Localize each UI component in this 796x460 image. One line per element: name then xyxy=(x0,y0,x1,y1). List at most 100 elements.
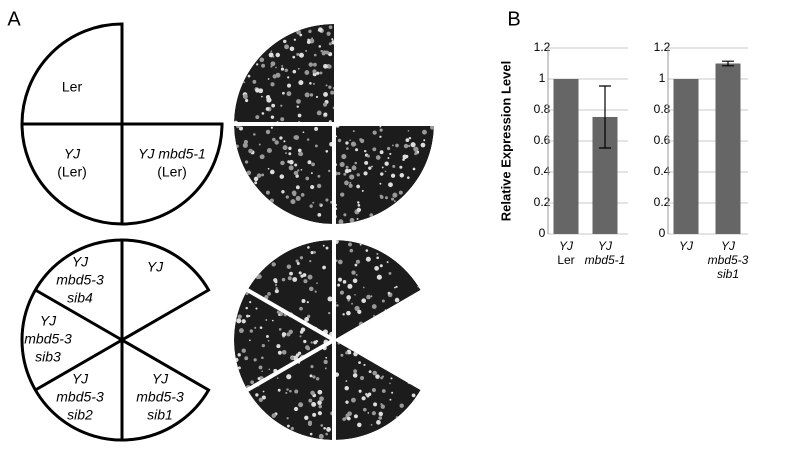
colony xyxy=(401,115,404,119)
colony xyxy=(412,368,416,372)
colony xyxy=(407,130,410,132)
colony xyxy=(378,54,383,58)
colony xyxy=(253,133,256,136)
colony xyxy=(246,170,252,176)
colony xyxy=(408,136,412,140)
colony xyxy=(380,195,384,199)
colony xyxy=(410,142,416,148)
colony xyxy=(289,389,292,393)
colony xyxy=(322,244,325,247)
colony xyxy=(404,362,409,367)
colony xyxy=(403,143,409,149)
colony xyxy=(368,370,372,374)
colony xyxy=(418,87,424,93)
colony xyxy=(360,376,365,381)
error-whisker xyxy=(599,85,611,149)
colony xyxy=(259,154,265,160)
colony xyxy=(374,265,379,271)
colony xyxy=(344,24,349,29)
colony xyxy=(270,65,273,68)
colony xyxy=(244,356,249,361)
colony xyxy=(261,173,265,177)
colony xyxy=(327,296,333,302)
colony xyxy=(307,274,313,280)
x-tick-label: YJ xyxy=(598,239,613,253)
colony xyxy=(299,306,303,311)
colony xyxy=(425,333,427,335)
colony xyxy=(309,286,314,292)
bar xyxy=(715,63,741,234)
colony xyxy=(310,251,314,255)
colony xyxy=(324,367,327,370)
panel-label: A xyxy=(7,8,21,30)
colony xyxy=(353,331,358,336)
colony xyxy=(313,53,317,57)
colony xyxy=(292,277,298,282)
colony xyxy=(388,182,393,188)
colony xyxy=(394,69,400,74)
colony xyxy=(244,160,249,164)
colony xyxy=(358,39,361,41)
colony xyxy=(403,101,407,106)
colony xyxy=(337,259,343,265)
colony xyxy=(273,278,278,283)
colony xyxy=(359,96,363,100)
colony xyxy=(402,59,408,64)
colony xyxy=(270,61,276,67)
colony xyxy=(389,101,392,104)
colony xyxy=(412,95,415,98)
colony xyxy=(390,173,396,178)
colony xyxy=(271,262,276,267)
colony xyxy=(389,398,392,401)
colony xyxy=(380,352,385,357)
colony xyxy=(340,353,344,357)
colony xyxy=(237,366,241,370)
colony xyxy=(351,397,356,403)
colony xyxy=(304,92,310,98)
colony xyxy=(379,150,384,155)
colony xyxy=(295,185,300,190)
colony xyxy=(297,148,302,153)
colony xyxy=(391,144,394,147)
colony xyxy=(295,195,301,201)
colony xyxy=(325,432,328,436)
colony xyxy=(255,115,260,120)
colony xyxy=(359,344,364,349)
colony xyxy=(379,135,382,138)
colony xyxy=(407,144,411,148)
colony xyxy=(419,101,424,106)
colony xyxy=(345,400,349,404)
colony xyxy=(304,70,310,75)
colony xyxy=(325,356,328,359)
colony xyxy=(387,367,390,370)
colony xyxy=(315,377,320,381)
colony xyxy=(347,71,351,75)
colony xyxy=(421,294,425,298)
colony xyxy=(317,411,322,416)
colony xyxy=(236,318,242,324)
colony xyxy=(357,201,360,204)
colony xyxy=(317,174,321,178)
colony xyxy=(382,69,385,72)
colony xyxy=(395,285,398,288)
colony xyxy=(406,79,411,84)
sector-label: Ler xyxy=(62,79,83,95)
colony xyxy=(314,290,317,293)
colony xyxy=(338,79,344,84)
colony xyxy=(348,183,353,188)
colony xyxy=(245,306,248,310)
colony xyxy=(328,169,331,173)
colony xyxy=(376,420,381,425)
colony xyxy=(249,329,253,333)
colony xyxy=(351,270,356,275)
colony xyxy=(407,380,412,384)
colony xyxy=(398,72,401,76)
colony xyxy=(326,31,331,36)
colony xyxy=(357,422,362,428)
colony xyxy=(282,145,288,151)
colony xyxy=(275,286,278,290)
plate-gap xyxy=(234,122,434,224)
colony xyxy=(397,352,403,358)
colony xyxy=(419,333,421,338)
colony xyxy=(318,45,322,48)
